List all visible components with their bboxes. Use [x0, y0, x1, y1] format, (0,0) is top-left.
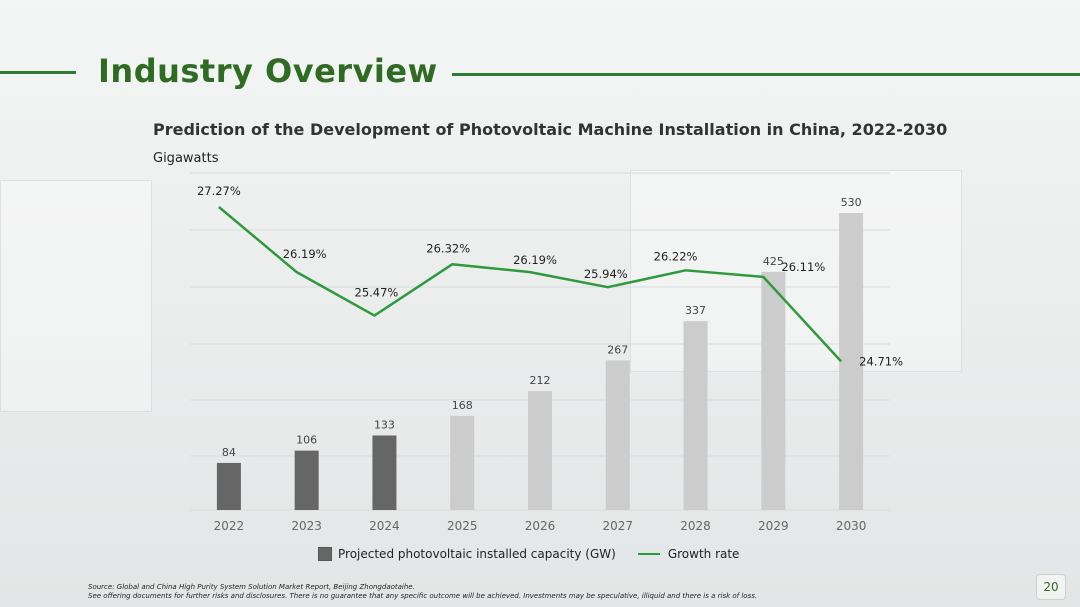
bar-label-2022: 84: [222, 446, 236, 459]
legend-line-swatch: [637, 553, 660, 555]
legend-bar-label: Projected photovoltaic installed capacit…: [338, 547, 616, 561]
growth-label-2022: 27.27%: [197, 184, 241, 198]
bar-label-2027: 267: [607, 343, 628, 356]
bar-2028: [683, 321, 708, 510]
growth-label-2026: 26.19%: [513, 253, 557, 267]
bar-2023: [294, 450, 319, 510]
title-rule-left: [0, 71, 76, 74]
background-panel: [0, 180, 152, 412]
growth-label-2023: 26.19%: [283, 247, 327, 261]
x-tick-2028: 2028: [680, 519, 711, 533]
bar-label-2029: 425: [763, 255, 784, 268]
footer-source: Source: Global and China High Purity Sys…: [88, 583, 415, 591]
legend: Projected photovoltaic installed capacit…: [318, 547, 739, 561]
bar-2025: [450, 415, 475, 510]
bar-label-2026: 212: [530, 374, 551, 387]
bar-2022: [216, 462, 241, 510]
growth-rate-line: [218, 206, 843, 363]
x-tick-2023: 2023: [291, 519, 322, 533]
bar-2026: [528, 391, 552, 510]
x-tick-2025: 2025: [447, 519, 478, 533]
x-tick-2027: 2027: [603, 519, 634, 533]
chart-title: Prediction of the Development of Photovo…: [153, 120, 948, 139]
growth-label-2029: 26.11%: [781, 260, 825, 274]
bar-2030: [839, 213, 864, 510]
bar-2027: [605, 360, 630, 510]
unit-label: Gigawatts: [153, 151, 219, 166]
growth-label-2028: 26.22%: [654, 249, 698, 263]
legend-bar-swatch: [318, 547, 332, 561]
growth-label-2027: 25.94%: [584, 267, 628, 281]
growth-label-2025: 26.32%: [426, 241, 470, 255]
bar-label-2028: 337: [685, 304, 706, 317]
bar-label-2023: 106: [296, 434, 317, 447]
growth-label-2024: 25.47%: [355, 286, 399, 300]
bar-label-2024: 133: [374, 418, 395, 431]
growth-label-2030: 24.71%: [859, 354, 903, 368]
bar-label-2030: 530: [841, 196, 862, 209]
x-tick-2026: 2026: [525, 519, 556, 533]
bar-2029: [761, 271, 786, 510]
bar-label-2025: 168: [452, 399, 473, 412]
x-tick-2029: 2029: [758, 519, 789, 533]
x-tick-2022: 2022: [214, 519, 245, 533]
page-title: Industry Overview: [98, 52, 438, 90]
x-tick-2024: 2024: [369, 519, 400, 533]
x-tick-2030: 2030: [836, 519, 867, 533]
title-rule-right: [452, 73, 1080, 76]
footer-disclaimer: See offering documents for further risks…: [88, 592, 758, 600]
bar-2024: [372, 435, 397, 510]
page-number: 20: [1036, 574, 1066, 600]
legend-line-label: Growth rate: [667, 547, 740, 561]
footer: Source: Global and China High Purity Sys…: [88, 583, 757, 601]
